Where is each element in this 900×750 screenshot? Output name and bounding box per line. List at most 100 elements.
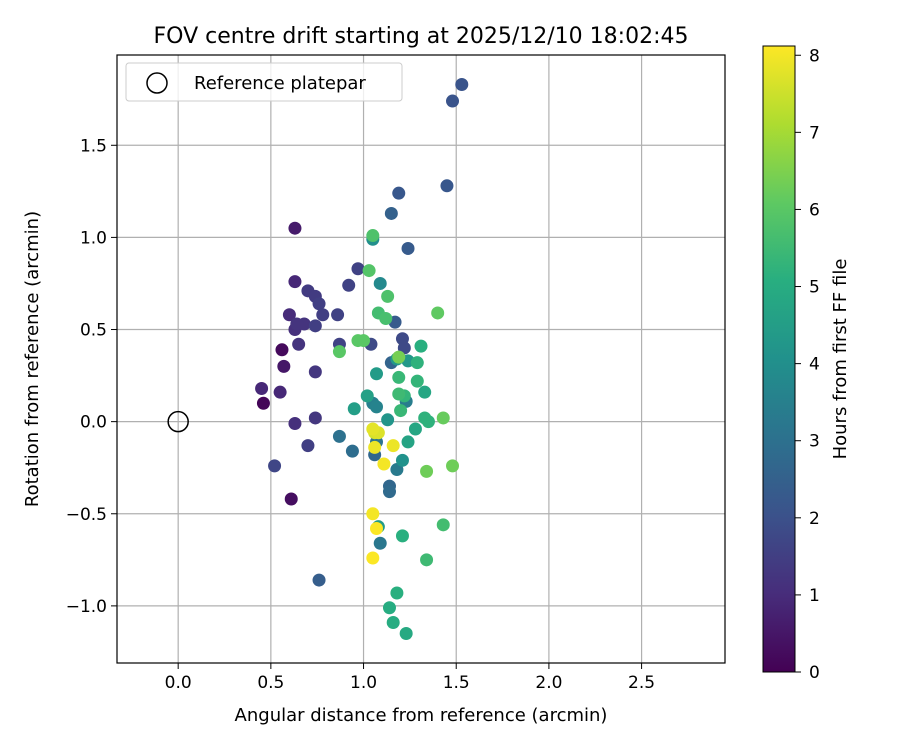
data-point (331, 308, 345, 322)
data-point (288, 416, 302, 430)
y-tick-label: −0.5 (66, 505, 107, 525)
data-point (366, 229, 380, 243)
data-point (420, 553, 434, 567)
data-point (377, 457, 391, 471)
data-point (345, 444, 359, 458)
colorbar-tick-label: 5 (809, 278, 820, 298)
x-tick-label: 0.5 (257, 673, 284, 693)
data-point (392, 186, 406, 200)
reference-point (167, 410, 189, 433)
data-point (351, 262, 365, 276)
data-point (366, 422, 380, 436)
data-point (418, 385, 432, 399)
data-point (414, 339, 428, 353)
x-tick-label: 0.0 (165, 673, 192, 693)
data-point (347, 402, 361, 416)
colorbar-tick-label: 2 (809, 509, 820, 529)
x-tick-label: 2.0 (535, 673, 562, 693)
data-point (395, 529, 409, 543)
x-tick-label: 2.5 (628, 673, 655, 693)
colorbar-tick-label: 8 (809, 46, 820, 66)
data-point (273, 385, 287, 399)
data-point (342, 278, 356, 292)
data-point (390, 586, 404, 600)
data-point (381, 289, 395, 303)
data-point (366, 551, 380, 565)
x-tick-label: 1.0 (350, 673, 377, 693)
colorbar-tick-label: 6 (809, 200, 820, 220)
data-point (436, 518, 450, 532)
data-point (357, 334, 371, 348)
data-point (418, 411, 432, 425)
data-point (292, 337, 306, 351)
data-point (316, 308, 330, 322)
data-point (386, 615, 400, 629)
y-axis-label: Rotation from reference (arcmin) (22, 211, 43, 507)
legend-marker-icon (146, 72, 168, 94)
data-point (312, 573, 326, 587)
data-point (332, 429, 346, 443)
data-point (446, 94, 460, 108)
data-point (408, 422, 422, 436)
data-point (308, 411, 322, 425)
data-point (370, 522, 384, 536)
colorbar-tick-label: 7 (809, 123, 820, 143)
grid-lines (117, 55, 725, 663)
data-point (381, 413, 395, 427)
x-tick-label: 1.5 (443, 673, 470, 693)
x-axis-label: Angular distance from reference (arcmin) (235, 705, 608, 726)
colorbar: 0 1 2 3 4 5 6 7 8 Hours from first FF file (762, 45, 851, 683)
data-point (312, 297, 326, 311)
data-point (301, 439, 315, 453)
data-point (395, 453, 409, 467)
data-point (410, 356, 424, 370)
plot-frame (116, 54, 726, 664)
data-point (275, 343, 289, 357)
data-point (392, 387, 406, 401)
data-point (379, 311, 393, 325)
data-point (362, 264, 376, 278)
data-point (392, 370, 406, 384)
data-point (368, 440, 382, 454)
data-point (308, 319, 322, 333)
data-point (455, 77, 469, 91)
data-point (268, 459, 282, 473)
data-point (392, 350, 406, 364)
data-point (290, 317, 304, 331)
data-point (446, 459, 460, 473)
data-point (420, 464, 434, 478)
data-point (386, 439, 400, 453)
data-point (366, 507, 380, 521)
data-point (384, 206, 398, 220)
colorbar-tick-label: 3 (809, 432, 820, 452)
y-tick-label: 1.5 (80, 136, 107, 156)
data-point (332, 345, 346, 359)
colorbar-tick-label: 0 (809, 663, 820, 683)
chart-title: FOV centre drift starting at 2025/12/10 … (154, 24, 689, 49)
legend-box (125, 62, 403, 102)
data-point (440, 179, 454, 193)
data-point (308, 365, 322, 379)
data-point (282, 308, 296, 322)
colorbar-gradient (762, 45, 796, 673)
legend: Reference platepar (125, 62, 403, 102)
legend-label: Reference platepar (194, 73, 366, 94)
data-point (256, 396, 270, 410)
data-point (382, 485, 396, 499)
y-tick-label: −1.0 (66, 597, 107, 617)
reference-marker (167, 410, 189, 433)
y-tick-label: 0.5 (80, 321, 107, 341)
y-tick-label: 1.0 (80, 228, 107, 248)
data-point (288, 275, 302, 289)
data-point (255, 381, 269, 395)
colorbar-tick-label: 1 (809, 586, 820, 606)
data-point (394, 404, 408, 418)
data-point (373, 536, 387, 550)
x-axis-ticks: 0.0 0.5 1.0 1.5 2.0 2.5 (165, 663, 655, 693)
data-point (401, 435, 415, 449)
colorbar-ticks: 0 1 2 3 4 5 6 7 8 (795, 46, 820, 683)
data-points (255, 77, 469, 641)
data-point (399, 627, 413, 641)
colorbar-label: Hours from first FF file (830, 259, 851, 460)
